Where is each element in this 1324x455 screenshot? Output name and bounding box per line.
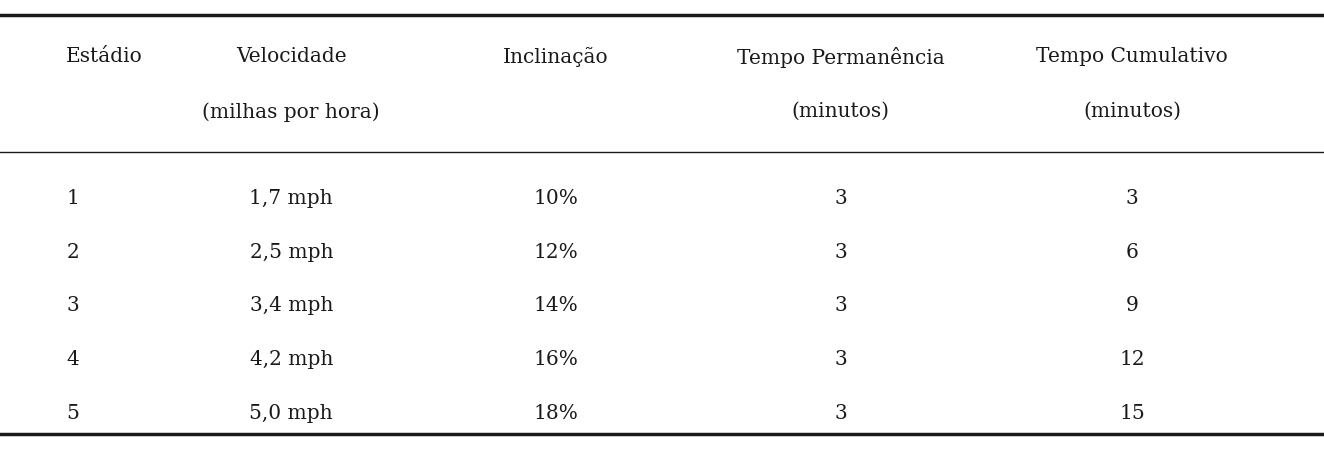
Text: 15: 15 xyxy=(1119,403,1145,422)
Text: 3: 3 xyxy=(834,188,847,207)
Text: 12%: 12% xyxy=(534,242,579,261)
Text: 4: 4 xyxy=(66,349,79,369)
Text: 9: 9 xyxy=(1125,296,1139,315)
Text: (minutos): (minutos) xyxy=(1083,102,1181,121)
Text: 12: 12 xyxy=(1119,349,1145,369)
Text: 3: 3 xyxy=(1125,188,1139,207)
Text: Tempo Permanência: Tempo Permanência xyxy=(737,46,944,67)
Text: Velocidade: Velocidade xyxy=(236,47,347,66)
Text: Tempo Cumulativo: Tempo Cumulativo xyxy=(1037,47,1227,66)
Text: 3,4 mph: 3,4 mph xyxy=(250,296,332,315)
Text: 14%: 14% xyxy=(534,296,579,315)
Text: 3: 3 xyxy=(834,296,847,315)
Text: 5,0 mph: 5,0 mph xyxy=(249,403,334,422)
Text: 1,7 mph: 1,7 mph xyxy=(249,188,334,207)
Text: 2,5 mph: 2,5 mph xyxy=(249,242,334,261)
Text: 16%: 16% xyxy=(534,349,579,369)
Text: 5: 5 xyxy=(66,403,79,422)
Text: Inclinação: Inclinação xyxy=(503,47,609,67)
Text: (minutos): (minutos) xyxy=(792,102,890,121)
Text: 3: 3 xyxy=(66,296,79,315)
Text: 4,2 mph: 4,2 mph xyxy=(250,349,332,369)
Text: 6: 6 xyxy=(1125,242,1139,261)
Text: 3: 3 xyxy=(834,349,847,369)
Text: Estádio: Estádio xyxy=(66,47,143,66)
Text: 1: 1 xyxy=(66,188,79,207)
Text: 10%: 10% xyxy=(534,188,579,207)
Text: 2: 2 xyxy=(66,242,79,261)
Text: (milhas por hora): (milhas por hora) xyxy=(203,101,380,121)
Text: 18%: 18% xyxy=(534,403,579,422)
Text: 3: 3 xyxy=(834,403,847,422)
Text: 3: 3 xyxy=(834,242,847,261)
